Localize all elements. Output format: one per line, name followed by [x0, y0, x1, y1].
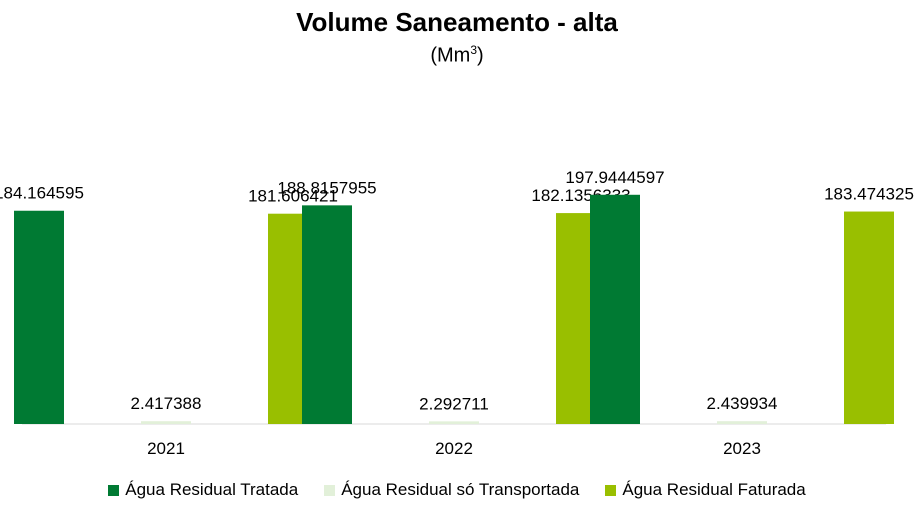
legend-swatch [605, 484, 617, 496]
x-tick-label: 2023 [723, 439, 761, 458]
data-label: 184.164595 [0, 184, 84, 203]
chart-title-block: Volume Saneamento - alta (Mm3) [0, 6, 914, 68]
data-label: 183.474325 [824, 185, 914, 204]
subtitle-prefix: (Mm [430, 44, 471, 67]
data-label: 2.439934 [707, 394, 778, 413]
bar-1-2021 [14, 210, 64, 424]
legend-swatch [324, 484, 336, 496]
subtitle-superscript: 3 [470, 43, 477, 57]
data-label: 2.417388 [131, 394, 202, 413]
bar-2-2023 [717, 421, 767, 424]
chart-legend: Água Residual Tratada Água Residual só Tr… [0, 480, 914, 500]
bar-2-2022 [429, 421, 479, 424]
bar-2-2021 [141, 421, 191, 424]
legend-item-3: Água Residual Faturada [605, 480, 806, 500]
data-label: 2.292711 [419, 394, 489, 413]
legend-label: Água Residual só Transportada [341, 480, 580, 499]
x-tick-label: 2021 [147, 439, 185, 458]
bar-3-2023 [844, 211, 894, 424]
legend-item-2: Água Residual só Transportada [324, 480, 579, 500]
bar-1-2022 [302, 205, 352, 424]
legend-item-1: Água Residual Tratada [108, 480, 298, 500]
x-tick-label: 2022 [435, 439, 473, 458]
data-label: 188.8157955 [277, 178, 376, 197]
chart-title: Volume Saneamento - alta [296, 7, 618, 37]
legend-label: Água Residual Tratada [125, 480, 299, 499]
bar-1-2023 [590, 194, 640, 424]
chart-subtitle: (Mm3) [0, 38, 914, 68]
subtitle-suffix: ) [477, 44, 484, 67]
chart-plot: 184.164595 2.417388 181.606421 2021 188.8157… [0, 168, 914, 458]
legend-label: Água Residual Faturada [622, 480, 806, 499]
data-label: 197.9444597 [565, 168, 664, 187]
data-label: 181.606421 [248, 187, 338, 206]
legend-swatch [108, 484, 120, 496]
